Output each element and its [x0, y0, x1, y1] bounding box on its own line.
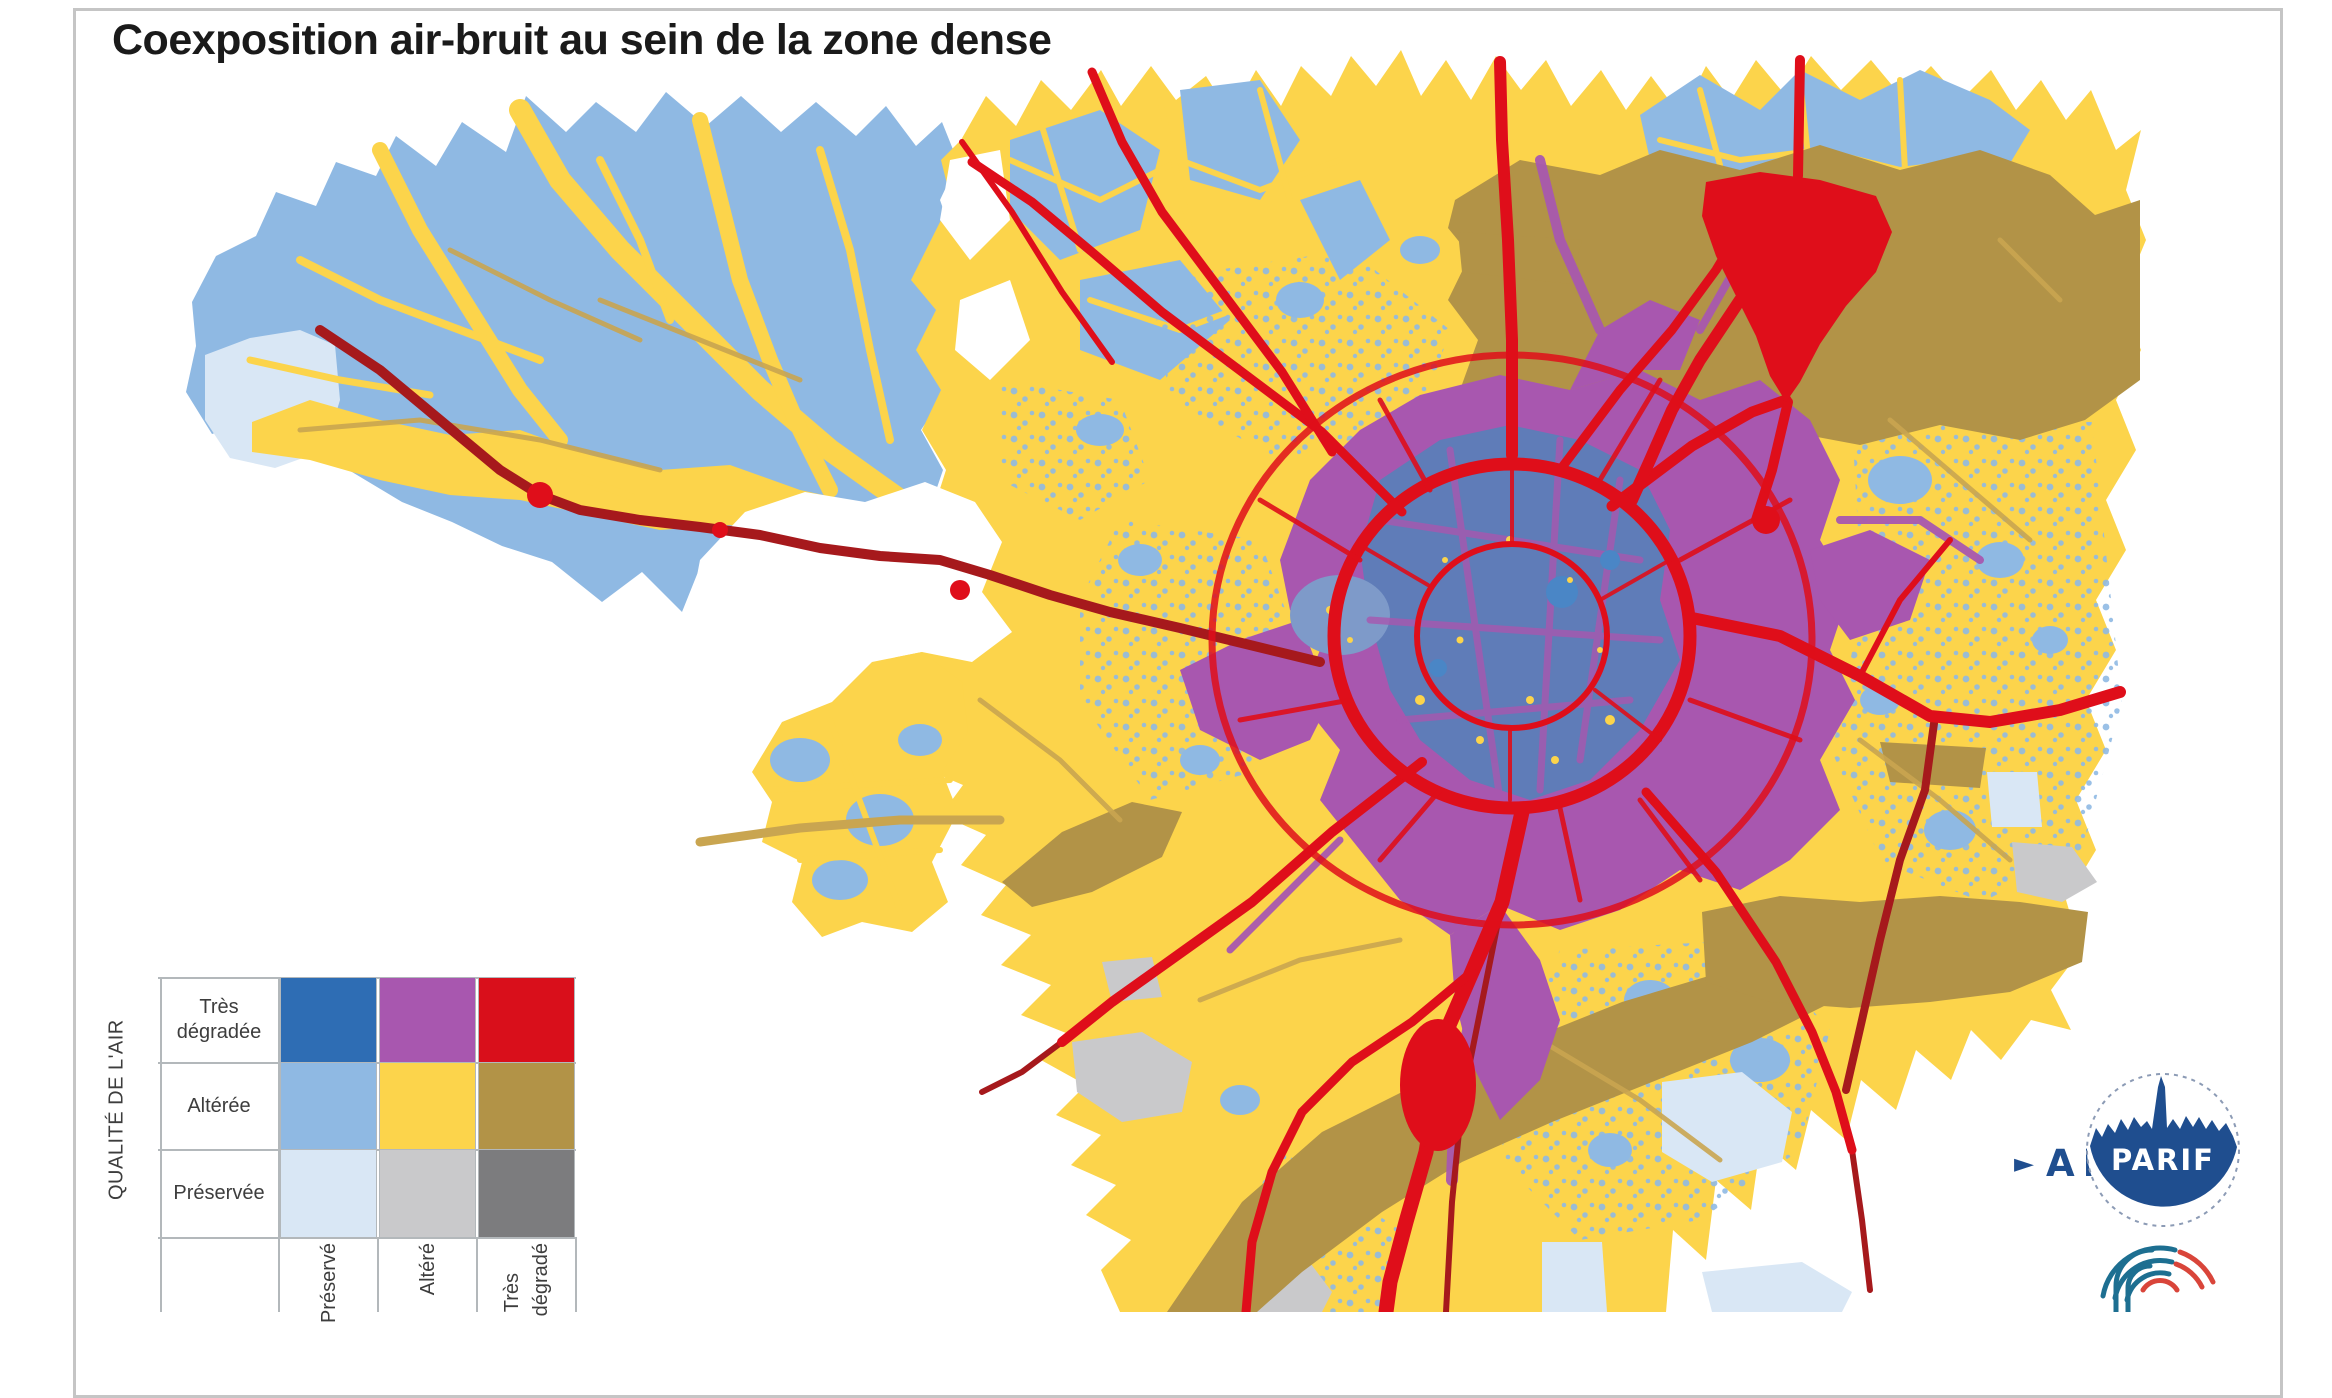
legend-gridline [476, 1237, 478, 1312]
map-red-roads [315, 55, 2126, 1312]
legend-col-label: Préservé [317, 1243, 340, 1324]
map-region-nw-arm [186, 92, 958, 612]
legend-gridline [377, 1237, 379, 1312]
orly-noise-band [1167, 957, 1832, 1312]
coexposition-map: ► AIR PARIF [186, 50, 2240, 1312]
airparif-logo: ► AIR PARIF [2014, 1073, 2240, 1227]
legend-row-label: Préservée [173, 1182, 265, 1204]
page-title: Coexposition air-bruit au sein de la zon… [112, 16, 1052, 64]
legend-cell-r2c3 [478, 1062, 575, 1150]
legend-axis-label: QUALITÉ DE L'AIR [105, 1019, 128, 1201]
airparif-arrow-icon: ► [2014, 1149, 2034, 1179]
legend-cell-r2c2 [379, 1062, 476, 1150]
airparif-parif-text: PARIF [2111, 1143, 2215, 1177]
legend-col-label: Altéré [416, 1243, 439, 1296]
map-tan-roads [977, 237, 2063, 1163]
map-region-sqy [695, 652, 1005, 937]
legend-col-label: Très dégradé [501, 1243, 552, 1317]
legend-cell-r3c2 [379, 1149, 476, 1238]
legend-gridline [575, 1237, 577, 1312]
cdg-airport-red-zone [1702, 172, 1892, 402]
orly-red-zone [1400, 1019, 1476, 1151]
legend-cell-r2c1 [280, 1062, 377, 1150]
legend-gridline [278, 977, 280, 1312]
legend-gridline [160, 977, 162, 1312]
legend-cell-r3c3 [478, 1149, 575, 1238]
le-bourget-band [1458, 232, 1582, 284]
airparif-skyline-icon [2090, 1076, 2237, 1207]
legend-cell-r3c1 [280, 1149, 377, 1238]
legend-cell-r1c3 [478, 977, 575, 1063]
legend-row-label: Très dégradée [176, 996, 262, 1043]
legend-cell-r1c2 [379, 977, 476, 1063]
legend-row-label: Altérée [187, 1094, 251, 1117]
bruitparif-logo [2100, 1245, 2216, 1312]
legend-cell-r1c1 [280, 977, 377, 1063]
legend-gridline [158, 1237, 576, 1239]
map-paris-core [1290, 425, 1680, 804]
